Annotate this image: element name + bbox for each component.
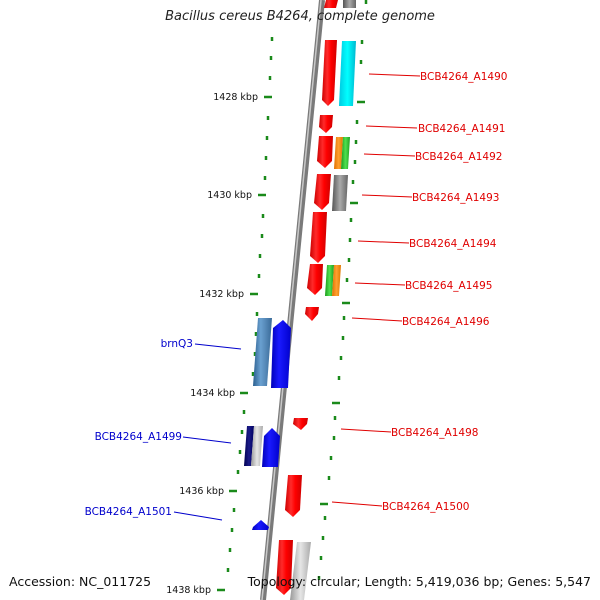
- outer-tick-track: [317, 0, 368, 580]
- gene-label-a1490[interactable]: BCB4264_A1490: [420, 71, 507, 83]
- forward-cog-boxes: [244, 318, 272, 466]
- ruler-tick-1434: 1434 kbp: [190, 388, 340, 405]
- cog-box-a1490: [339, 41, 356, 106]
- cog-box-a1499-navy: [244, 426, 254, 466]
- gene-label-a1496[interactable]: BCB4264_A1496: [402, 316, 490, 328]
- kbp-label-1430: 1430 kbp: [207, 190, 252, 201]
- kbp-label-1436: 1436 kbp: [179, 486, 224, 497]
- gene-label-a1492[interactable]: BCB4264_A1492: [415, 151, 502, 163]
- cog-box-a1493: [332, 175, 348, 211]
- label-leaders: [173, 73, 421, 521]
- gene-label-a1493[interactable]: BCB4264_A1493: [412, 192, 499, 204]
- gene-arrow-a1499[interactable]: [262, 428, 280, 467]
- gene-labels: BCB4264_A1490 BCB4264_A1491 BCB4264_A149…: [85, 71, 508, 518]
- gene-arrow-a1491[interactable]: [319, 115, 333, 133]
- gene-arrow-a1496[interactable]: [305, 307, 319, 321]
- gene-arrow-a1494[interactable]: [310, 212, 327, 263]
- gene-label-a1501[interactable]: BCB4264_A1501: [85, 506, 172, 518]
- gene-arrow-a1495[interactable]: [307, 264, 323, 295]
- gene-label-brnq3[interactable]: brnQ3: [161, 338, 193, 350]
- kbp-label-1428: 1428 kbp: [213, 92, 258, 103]
- genome-axis: [260, 0, 325, 600]
- cog-box-a1492-orange: [334, 137, 343, 169]
- kbp-ruler: 1428 kbp 1430 kbp 1432 kbp 1434 kbp 1436…: [166, 92, 365, 596]
- gene-label-a1495[interactable]: BCB4264_A1495: [405, 280, 492, 292]
- gene-arrow-bottom-partial[interactable]: [276, 540, 293, 595]
- gene-arrow-top-partial[interactable]: [324, 0, 338, 8]
- gene-arrow-a1492[interactable]: [317, 136, 333, 168]
- cog-box-brnq3: [253, 318, 272, 386]
- ruler-tick-1432: 1432 kbp: [199, 289, 350, 305]
- cog-box-a1495-orange: [332, 265, 341, 296]
- ruler-tick-1438: 1438 kbp: [166, 585, 225, 596]
- ruler-tick-1428: 1428 kbp: [213, 92, 365, 104]
- cog-box-bottom-partial: [290, 542, 311, 600]
- cog-box-a1492-green: [341, 137, 350, 169]
- accession-text: Accession: NC_011725: [9, 574, 152, 589]
- gene-arrow-a1490[interactable]: [322, 40, 337, 106]
- gene-arrow-a1498[interactable]: [293, 418, 308, 430]
- map-title: Bacillus cereus B4264, complete genome: [165, 9, 435, 24]
- gene-label-a1500[interactable]: BCB4264_A1500: [382, 501, 469, 513]
- kbp-label-1432: 1432 kbp: [199, 289, 244, 300]
- inner-tick-track: [226, 37, 274, 572]
- ruler-tick-1430: 1430 kbp: [207, 190, 358, 205]
- gene-arrow-brnq3[interactable]: [271, 320, 291, 388]
- gene-arrow-a1500[interactable]: [285, 475, 302, 517]
- kbp-label-1434: 1434 kbp: [190, 388, 235, 399]
- cog-box-a1495-green: [325, 265, 334, 296]
- ruler-tick-1436: 1436 kbp: [179, 486, 328, 506]
- gene-label-a1499[interactable]: BCB4264_A1499: [95, 431, 182, 443]
- reverse-cog-boxes: [290, 0, 356, 600]
- gene-label-a1498[interactable]: BCB4264_A1498: [391, 427, 478, 439]
- gene-arrow-a1501[interactable]: [252, 520, 269, 530]
- cog-box-top-partial: [343, 0, 356, 8]
- kbp-label-1438: 1438 kbp: [166, 585, 211, 596]
- cog-box-a1499-gray: [251, 426, 263, 466]
- reverse-strand-genes: [276, 0, 338, 595]
- gene-arrow-a1493[interactable]: [314, 174, 331, 210]
- gene-label-a1491[interactable]: BCB4264_A1491: [418, 123, 505, 135]
- gene-label-a1494[interactable]: BCB4264_A1494: [409, 238, 497, 250]
- genome-summary-text: Topology: circular; Length: 5,419,036 bp…: [247, 574, 591, 589]
- forward-strand-genes: [252, 320, 291, 530]
